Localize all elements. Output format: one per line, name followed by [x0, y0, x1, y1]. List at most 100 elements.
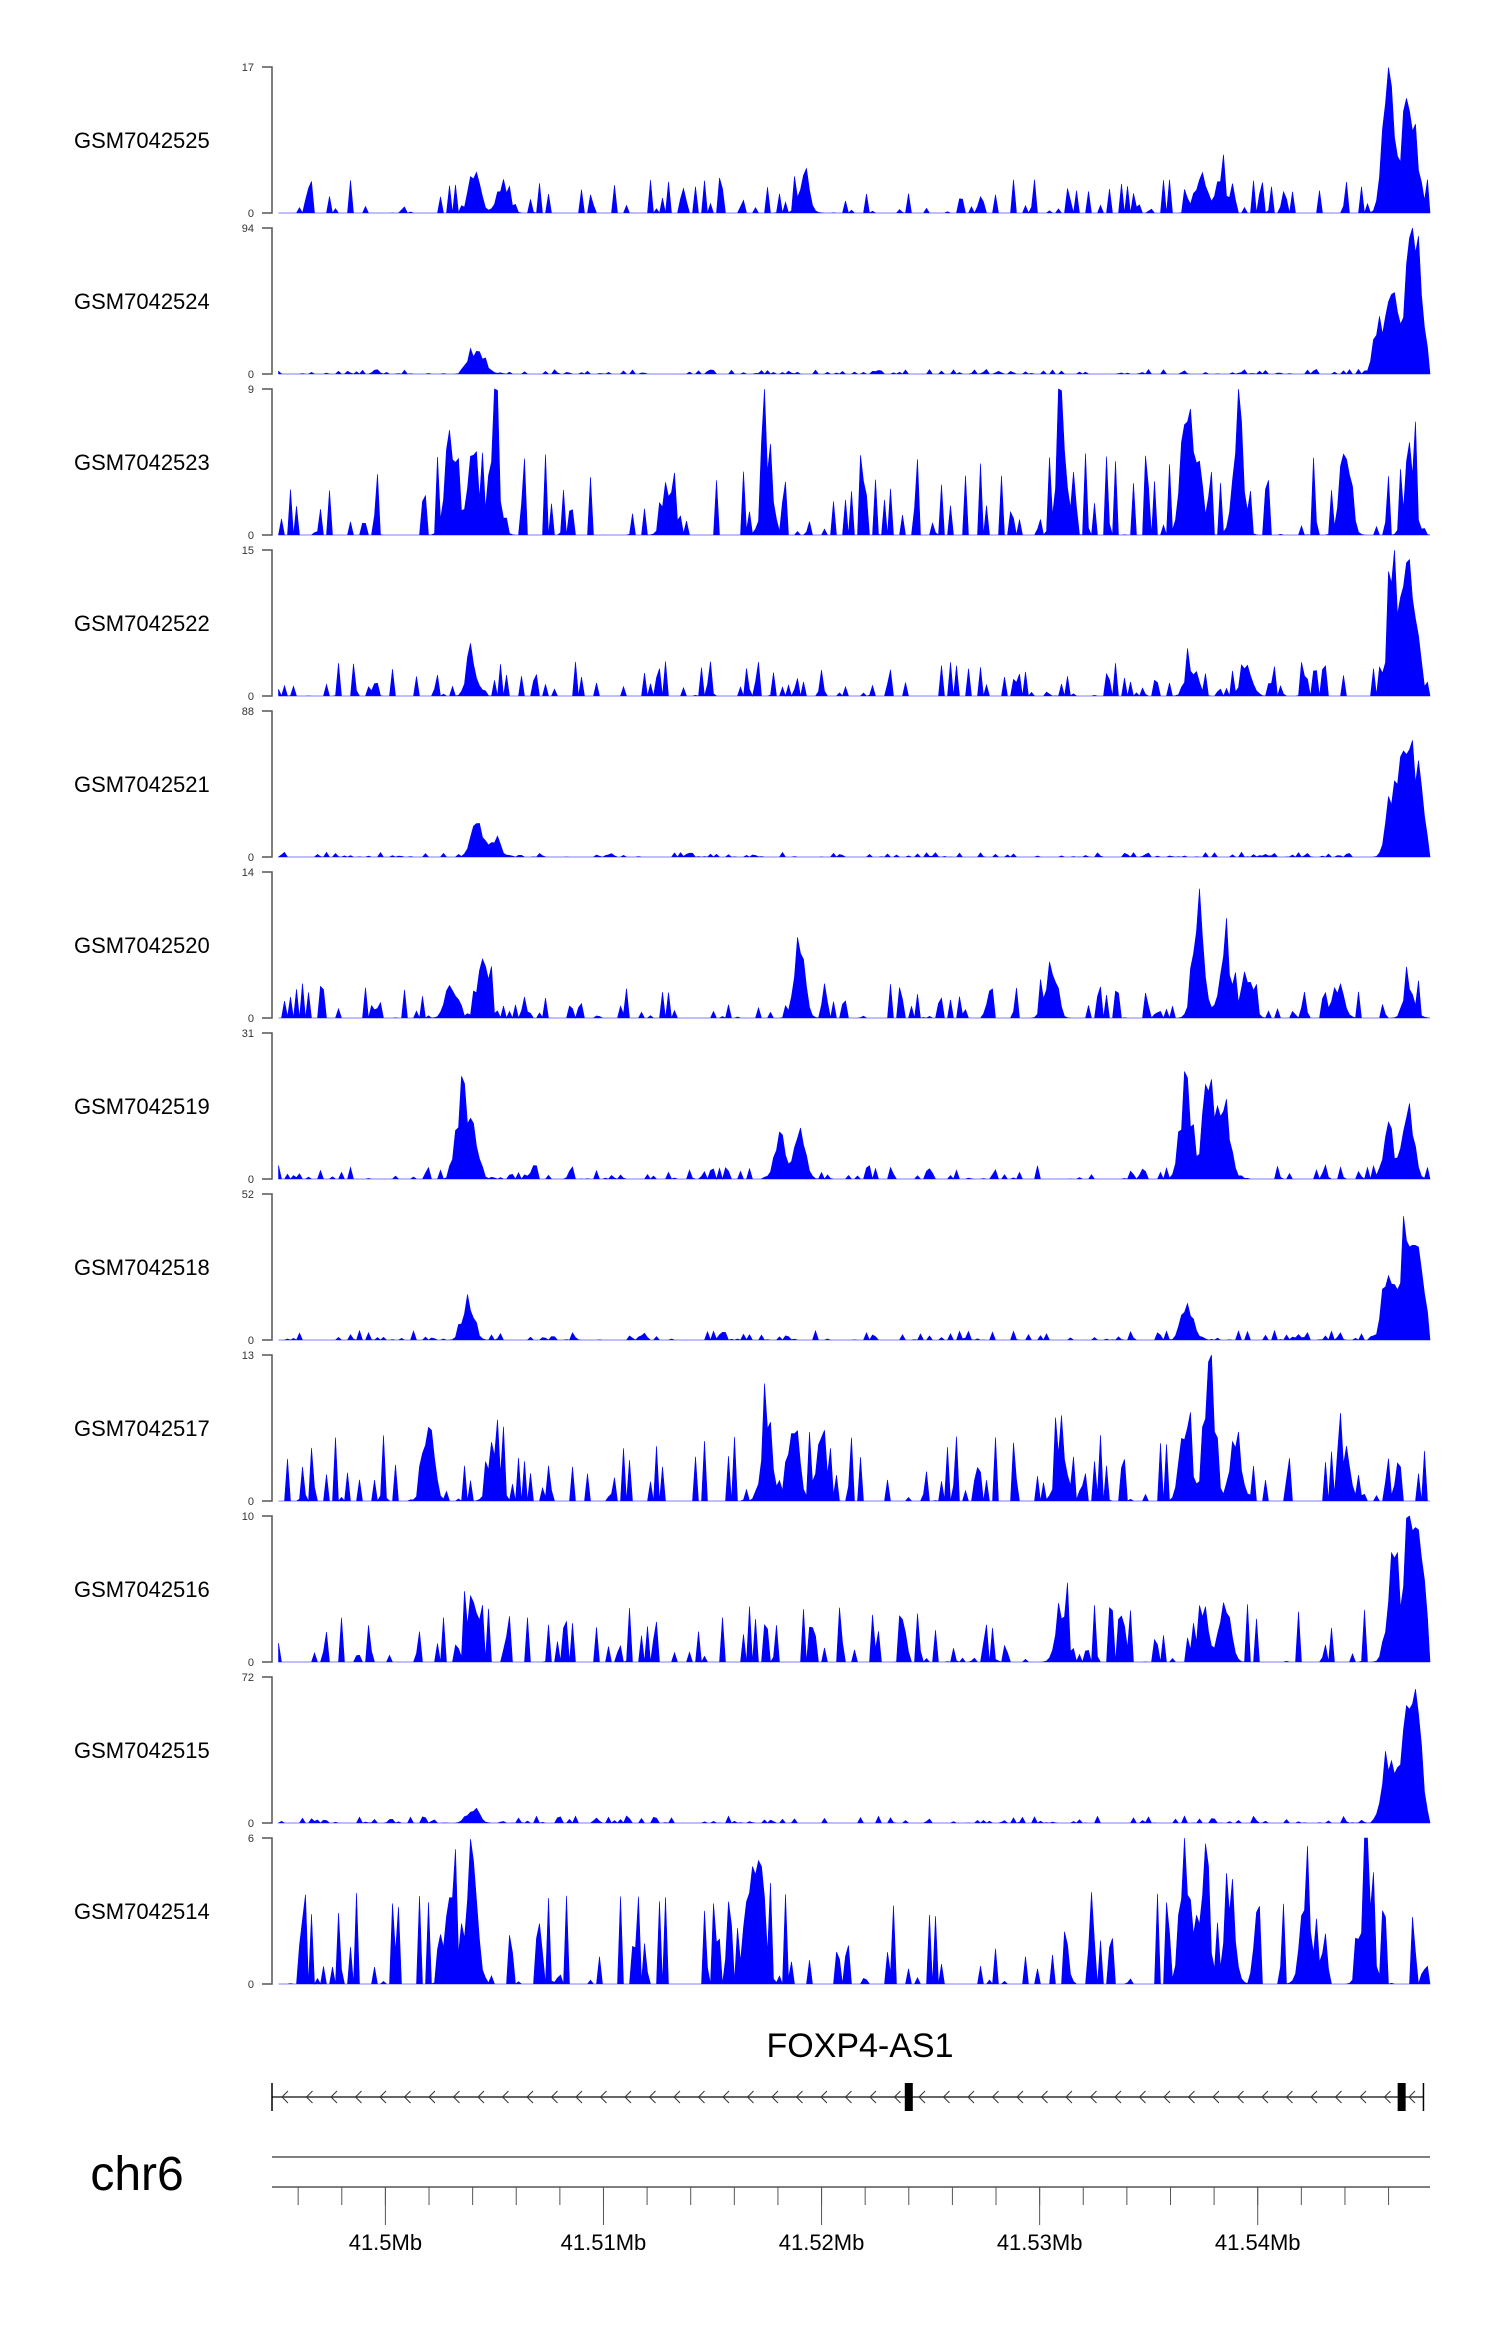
y-max-label: 52: [242, 1189, 254, 1201]
track-GSM7042519: GSM7042519 31 0: [74, 1028, 1431, 1186]
track-GSM7042520: GSM7042520 14 0: [74, 867, 1431, 1025]
strand-arrow-icon: [1261, 2090, 1269, 2104]
track-GSM7042515: GSM7042515 72 0: [74, 1672, 1431, 1830]
y-axis: [262, 1837, 273, 1985]
signal-area: [277, 740, 1431, 858]
track-GSM7042525: GSM7042525 17 0: [74, 62, 1431, 220]
signal-area: [278, 1354, 1430, 1503]
strand-arrow-icon: [918, 2090, 926, 2104]
exon: [1397, 2083, 1406, 2111]
y-max-label: 31: [242, 1028, 254, 1040]
strand-arrow-icon: [942, 2090, 950, 2104]
track-label: GSM7042515: [74, 1738, 210, 1763]
y-axis: [262, 66, 273, 214]
strand-arrow-icon: [452, 2090, 460, 2104]
strand-arrow-icon: [1163, 2090, 1171, 2104]
y-min-label: 0: [248, 369, 254, 381]
strand-arrow-icon: [1334, 2090, 1342, 2104]
signal-tracks: GSM7042525170GSM7042524940GSM704252390GS…: [74, 62, 1431, 1991]
y-min-label: 0: [248, 1657, 254, 1669]
x-tick-label: 41.52Mb: [779, 2230, 865, 2255]
strand-arrow-icon: [1212, 2090, 1220, 2104]
strand-arrow-icon: [379, 2090, 387, 2104]
y-max-label: 15: [242, 545, 254, 557]
x-tick-label: 41.53Mb: [997, 2230, 1083, 2255]
strand-arrow-icon: [991, 2090, 999, 2104]
track-GSM7042521: GSM7042521 88 0: [74, 706, 1431, 864]
strand-arrow-icon: [1187, 2090, 1195, 2104]
strand-arrow-icon: [967, 2090, 975, 2104]
strand-arrow-icon: [673, 2090, 681, 2104]
track-GSM7042524: GSM7042524 94 0: [74, 223, 1431, 381]
strand-arrow-icon: [1138, 2090, 1146, 2104]
strand-arrow-icon: [624, 2090, 632, 2104]
y-max-label: 14: [242, 867, 254, 879]
y-max-label: 17: [242, 62, 254, 74]
track-GSM7042517: GSM7042517 13 0: [74, 1350, 1430, 1508]
y-max-label: 88: [242, 706, 254, 718]
strand-arrow-icon: [281, 2090, 289, 2104]
y-min-label: 0: [248, 852, 254, 864]
strand-arrow-icon: [1383, 2090, 1391, 2104]
track-GSM7042514: GSM7042514 6 0: [74, 1833, 1431, 1991]
strand-arrow-icon: [526, 2090, 534, 2104]
strand-arrow-icon: [820, 2090, 828, 2104]
strand-arrow-icon: [501, 2090, 509, 2104]
signal-area: [278, 1837, 1431, 1986]
strand-arrow-icon: [575, 2090, 583, 2104]
strand-arrow-icon: [746, 2090, 754, 2104]
signal-area: [278, 888, 1431, 1020]
strand-arrow-icon: [403, 2090, 411, 2104]
track-GSM7042518: GSM7042518 52 0: [74, 1189, 1431, 1347]
track-label: GSM7042524: [74, 289, 210, 314]
track-label: GSM7042520: [74, 933, 210, 958]
y-min-label: 0: [248, 1174, 254, 1186]
y-axis: [262, 227, 273, 375]
chromosome-label: chr6: [90, 2148, 183, 2201]
y-axis: [262, 871, 273, 1019]
y-axis: [262, 710, 273, 858]
signal-area: [278, 1071, 1431, 1181]
y-min-label: 0: [248, 1335, 254, 1347]
signal-area: [278, 67, 1431, 214]
strand-arrow-icon: [795, 2090, 803, 2104]
strand-arrow-icon: [648, 2090, 656, 2104]
strand-arrow-icon: [599, 2090, 607, 2104]
signal-area: [278, 388, 1431, 536]
y-min-label: 0: [248, 691, 254, 703]
strand-arrow-icon: [722, 2090, 730, 2104]
y-min-label: 0: [248, 1496, 254, 1508]
x-tick-label: 41.51Mb: [561, 2230, 647, 2255]
track-GSM7042522: GSM7042522 15 0: [74, 545, 1431, 703]
x-tick-label: 41.54Mb: [1215, 2230, 1301, 2255]
x-tick-label: 41.5Mb: [349, 2230, 422, 2255]
y-max-label: 94: [242, 223, 254, 235]
strand-arrow-icon: [1408, 2090, 1416, 2104]
y-max-label: 6: [248, 1833, 254, 1845]
strand-arrow-icon: [1114, 2090, 1122, 2104]
genome-axis: 41.5Mb 41.51Mb 41.52Mb 41.53Mb 41.54Mb: [272, 2156, 1430, 2255]
y-min-label: 0: [248, 530, 254, 542]
y-axis: [262, 1354, 273, 1502]
strand-arrow-icon: [1359, 2090, 1367, 2104]
strand-arrow-icon: [1065, 2090, 1073, 2104]
strand-arrow-icon: [1236, 2090, 1244, 2104]
strand-arrow-icon: [844, 2090, 852, 2104]
signal-area: [278, 550, 1431, 698]
gene-model: [271, 2083, 1425, 2111]
strand-arrow-icon: [428, 2090, 436, 2104]
signal-area: [278, 1515, 1431, 1664]
track-label: GSM7042521: [74, 772, 210, 797]
y-min-label: 0: [248, 1818, 254, 1830]
strand-arrow-icon: [771, 2090, 779, 2104]
strand-arrow-icon: [1016, 2090, 1024, 2104]
strand-arrow-icon: [354, 2090, 362, 2104]
strand-arrow-icon: [893, 2090, 901, 2104]
y-axis: [262, 1515, 273, 1663]
track-label: GSM7042523: [74, 450, 210, 475]
y-max-label: 13: [242, 1350, 254, 1362]
track-label: GSM7042517: [74, 1416, 210, 1441]
signal-area: [277, 1688, 1431, 1824]
track-label: GSM7042516: [74, 1577, 210, 1602]
y-axis: [262, 388, 273, 536]
